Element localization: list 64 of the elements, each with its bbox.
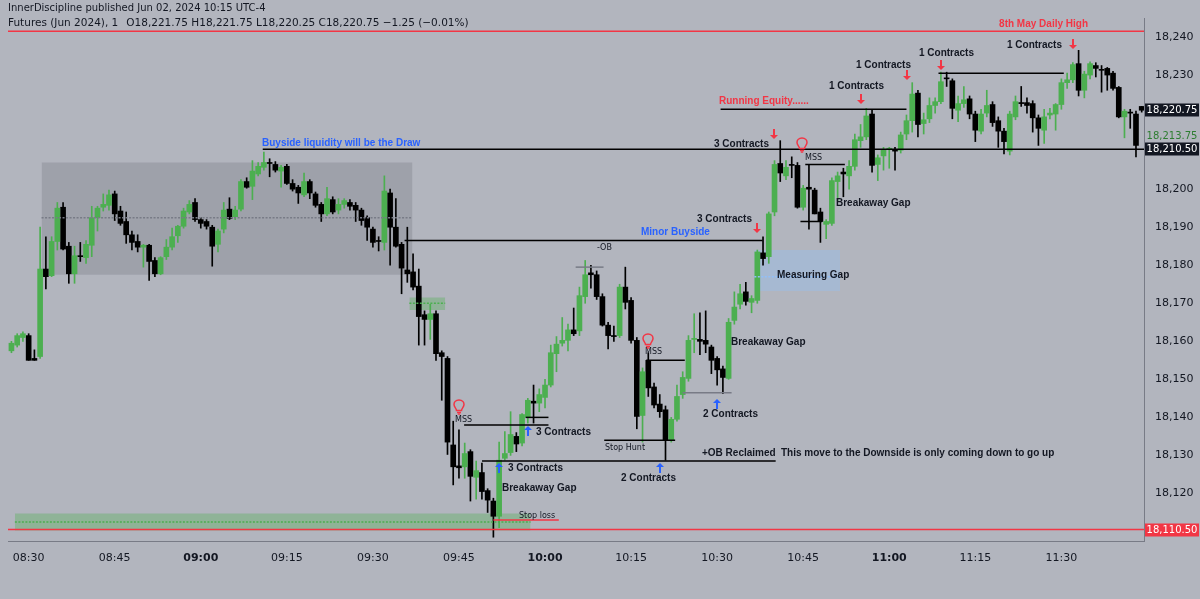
annotation: MSS bbox=[805, 153, 823, 163]
annotation: Buyside liquidity will be the Draw bbox=[262, 136, 421, 148]
x-tick-label: 08:45 bbox=[98, 551, 131, 565]
x-tick-label: 08:30 bbox=[12, 551, 45, 565]
chart-subtitle: O18,221.75 H18,221.75 L18,220.25 C18,220.75 −1.25 (−0.01%) bbox=[126, 16, 469, 28]
annotation: Breakaway Gap bbox=[502, 481, 577, 493]
x-tick-label: 10:30 bbox=[701, 551, 733, 565]
chart-title: Futures (Jun 2024), 1 bbox=[8, 16, 119, 28]
y-tick-label: 18,170 bbox=[1155, 296, 1194, 310]
annotation: 3 Contracts bbox=[714, 137, 770, 149]
annotation: Stop Hunt bbox=[605, 443, 646, 453]
annotation: Stop loss bbox=[519, 511, 556, 521]
annotation: 3 Contracts bbox=[697, 212, 753, 224]
annotation: MSS bbox=[645, 347, 663, 357]
annotation: This move to the Downside is only coming down to go up bbox=[781, 446, 1055, 458]
annotation: Breakaway Gap bbox=[731, 335, 806, 347]
annotation: +OB Reclaimed bbox=[702, 446, 776, 458]
annotation: 2 Contracts bbox=[621, 471, 677, 483]
annotation: 3 Contracts bbox=[536, 425, 592, 437]
annotation: Minor Buyside bbox=[641, 225, 711, 237]
y-tick-label: 18,160 bbox=[1155, 334, 1194, 348]
candlestick bbox=[43, 236, 49, 290]
x-tick-label: 09:15 bbox=[270, 551, 303, 565]
text: 18,213.75 bbox=[1146, 129, 1198, 141]
x-tick-label: 09:30 bbox=[357, 551, 389, 565]
annotation: 1 Contracts bbox=[856, 58, 912, 70]
y-tick-label: 18,130 bbox=[1155, 448, 1194, 462]
annotation: 2 Contracts bbox=[703, 407, 759, 419]
x-tick-label: 10:15 bbox=[615, 551, 647, 565]
annotation: 1 Contracts bbox=[919, 46, 975, 58]
y-tick-label: 18,180 bbox=[1155, 258, 1194, 272]
annotation: Running Equity...... bbox=[719, 94, 810, 106]
y-tick-label: 18,190 bbox=[1155, 220, 1194, 234]
text: 18,220.75 bbox=[1146, 103, 1198, 115]
annotation: Breakaway Gap bbox=[836, 196, 911, 208]
x-tick-label: 10:00 bbox=[527, 551, 563, 565]
x-tick-label: 10:45 bbox=[787, 551, 820, 565]
annotation: 1 Contracts bbox=[829, 79, 885, 91]
annotation: -OB bbox=[597, 243, 612, 253]
candlestick bbox=[278, 165, 284, 188]
candlestick bbox=[570, 307, 577, 336]
y-tick-label: 18,150 bbox=[1155, 372, 1194, 386]
x-tick-label: 09:45 bbox=[443, 551, 475, 565]
text: 18,210.50 bbox=[1146, 142, 1198, 154]
annotation: MSS bbox=[455, 415, 473, 425]
y-tick-label: 18,120 bbox=[1155, 486, 1194, 500]
annotation: 1 Contracts bbox=[1007, 38, 1063, 50]
candlestick bbox=[502, 431, 508, 461]
annotation: 3 Contracts bbox=[508, 461, 564, 473]
x-tick-label: 11:30 bbox=[1045, 551, 1078, 565]
y-tick-label: 18,240 bbox=[1155, 29, 1194, 43]
candlestick bbox=[77, 242, 84, 262]
x-tick-label: 11:00 bbox=[871, 551, 908, 565]
text: 18,110.50 bbox=[1146, 523, 1198, 535]
y-tick-label: 18,200 bbox=[1155, 182, 1194, 196]
x-tick-label: 09:00 bbox=[183, 551, 219, 565]
text: InnerDiscipline published Jun 02, 2024 10:15 UTC-4 bbox=[8, 1, 267, 15]
ref-line-label: 8th May Daily High bbox=[999, 18, 1088, 30]
x-tick-label: 11:15 bbox=[959, 551, 992, 565]
y-tick-label: 18,230 bbox=[1155, 67, 1194, 81]
annotation: Measuring Gap bbox=[777, 268, 850, 280]
y-tick-label: 18,140 bbox=[1155, 410, 1194, 424]
candlestick bbox=[473, 460, 479, 500]
candlestick bbox=[691, 313, 698, 354]
